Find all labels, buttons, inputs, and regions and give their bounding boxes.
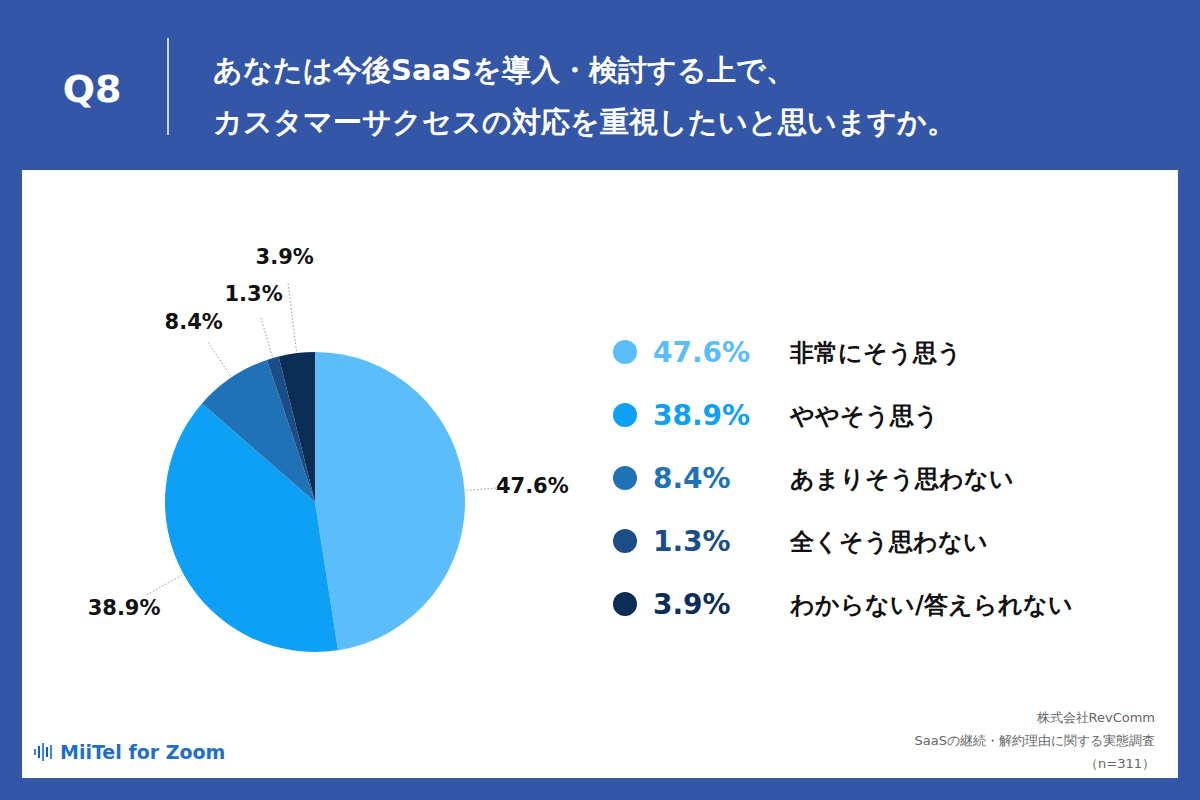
legend-label: ややそう思う	[789, 402, 939, 430]
logo: MiiTel for Zoom	[34, 741, 225, 763]
title: あなたは今後SaaSを導入・検討する上で、	[213, 53, 795, 87]
logo-icon	[46, 747, 48, 757]
legend-label: あまりそう思わない	[790, 465, 1014, 493]
legend-value: 38.9%	[653, 399, 750, 432]
background	[0, 0, 1200, 800]
legend-swatch	[613, 403, 637, 427]
legend-swatch	[613, 466, 637, 490]
leader-line	[208, 342, 230, 375]
logo-icon	[50, 745, 52, 759]
chart: Q8 あなたは今後SaaSを導入・検討する上で、カスタマーサクセスの対応を重視した…	[0, 0, 1200, 800]
legend-value: 8.4%	[653, 462, 731, 495]
legend-value: 3.9%	[653, 588, 731, 621]
data-label: 3.9%	[256, 245, 314, 269]
data-labels: 47.6% 38.9% 8.4%1.3% 3.9%	[88, 245, 569, 620]
panel	[22, 170, 1178, 778]
pie	[165, 352, 465, 652]
logo-icon	[34, 749, 36, 755]
data-label: 38.9%	[88, 596, 161, 620]
question-number: Q8	[63, 67, 122, 111]
pie-slice	[315, 352, 465, 650]
legend-value: 47.6%	[653, 336, 750, 369]
legend: 47.6% 非常にそう思う 38.9% ややそう思う 8.4% あまりそう思わない 1.3%…	[613, 336, 1073, 621]
legend-label: 全くそう思わない	[789, 528, 988, 556]
legend-value: 1.3%	[653, 525, 731, 558]
source: （n=311）	[1085, 756, 1155, 771]
pie-slice	[279, 352, 315, 502]
logo-icon	[38, 746, 40, 758]
logo-text: MiiTel for Zoom	[60, 741, 225, 763]
legend-label: わからない/答えられない	[789, 591, 1073, 619]
legend-swatch	[613, 592, 637, 616]
title: カスタマーサクセスの対応を重視したいと思いますか。	[213, 105, 956, 139]
source: 株式会社RevComm	[1036, 710, 1156, 725]
leader-line	[288, 282, 297, 351]
data-label: 47.6%	[496, 474, 569, 498]
source: SaaSの継続・解約理由に関する実態調査	[915, 733, 1155, 748]
leader-line	[147, 575, 182, 594]
logo-icon	[42, 743, 44, 761]
data-label: 1.3%	[224, 282, 282, 306]
header-divider	[167, 38, 169, 135]
legend-swatch	[613, 340, 637, 364]
legend-swatch	[613, 529, 637, 553]
legend-label: 非常にそう思う	[789, 339, 962, 367]
leader-line	[261, 318, 272, 356]
data-label: 8.4%	[165, 310, 223, 334]
